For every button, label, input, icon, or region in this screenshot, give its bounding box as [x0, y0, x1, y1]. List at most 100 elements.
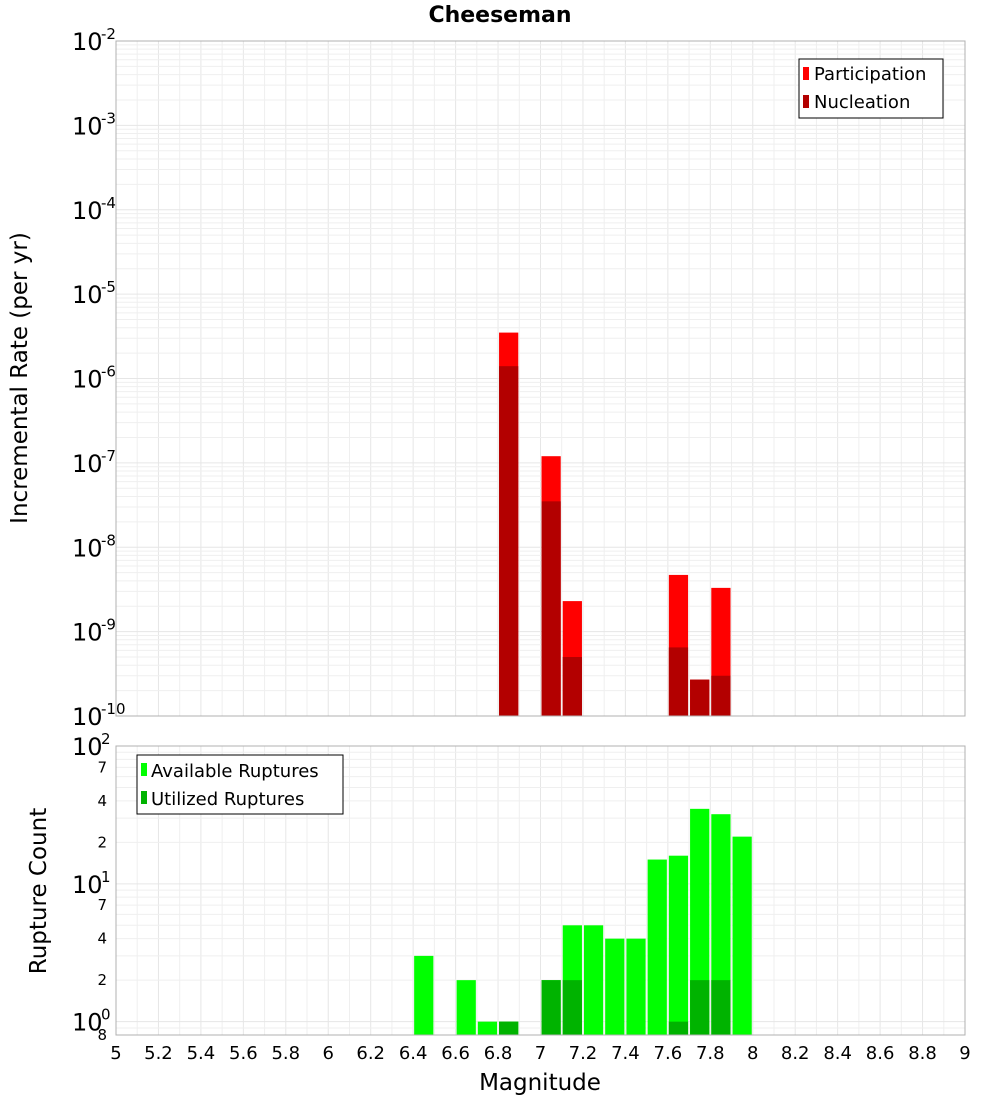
top-y-tick-exponent: -9 — [101, 616, 116, 634]
x-tick-label: 9 — [959, 1043, 970, 1064]
bottom-y-minor-tick-label: 7 — [97, 896, 107, 914]
top-y-tick-exponent: -3 — [101, 109, 116, 127]
x-tick-label: 6.8 — [484, 1043, 513, 1064]
legend-swatch-participation — [803, 67, 809, 80]
top-y-tick-exponent: -2 — [101, 25, 116, 43]
top-y-tick-exponent: -4 — [101, 194, 116, 212]
top-legend-box — [798, 58, 944, 119]
top-bar-nucleation — [499, 366, 519, 716]
bottom-bar-available-ruptures — [732, 836, 752, 1035]
bottom-bar-available-ruptures — [647, 859, 667, 1035]
top-legend: Participation Nucleation — [798, 58, 944, 119]
top-grid — [115, 41, 966, 717]
bottom-y-axis-label: Rupture Count — [26, 808, 52, 974]
top-y-tick-label: 10 — [72, 281, 103, 309]
bottom-y-minor-tick-label: 4 — [97, 792, 107, 810]
top-bar-nucleation — [690, 679, 710, 716]
bottom-bar-available-ruptures — [668, 855, 689, 1035]
bottom-y-tick-exponent: 0 — [101, 1006, 111, 1024]
top-plot-frame — [115, 40, 966, 717]
x-tick-label: 8.6 — [866, 1043, 895, 1064]
bottom-y-tick-exponent: 1 — [101, 868, 111, 886]
top-y-tick-exponent: -7 — [101, 447, 116, 465]
x-tick-label: 6.4 — [399, 1043, 428, 1064]
top-y-ticks: 10-210-310-410-510-610-710-810-910-10 — [72, 25, 126, 731]
legend-label-participation: Participation — [814, 64, 926, 85]
legend-swatch-utilized — [141, 791, 147, 804]
top-y-tick-exponent: -8 — [101, 531, 116, 549]
bottom-bars — [414, 808, 752, 1035]
top-y-axis-label: Incremental Rate (per yr) — [7, 232, 33, 524]
bottom-y-minor-tick-label: 4 — [97, 930, 107, 948]
legend-label-utilized: Utilized Ruptures — [151, 789, 304, 810]
bottom-bar-available-ruptures — [414, 955, 434, 1035]
x-tick-label: 8.2 — [781, 1043, 810, 1064]
x-tick-label: 5.8 — [271, 1043, 300, 1064]
x-tick-label: 7 — [535, 1043, 546, 1064]
top-y-tick-label: 10 — [72, 450, 103, 478]
bottom-bar-utilized-ruptures — [499, 1021, 519, 1035]
legend-swatch-available — [141, 763, 147, 776]
bottom-bar-utilized-ruptures — [711, 980, 731, 1035]
x-tick-label: 7.8 — [696, 1043, 725, 1064]
bottom-y-tick-label: 10 — [72, 733, 103, 761]
legend-label-available: Available Ruptures — [151, 761, 319, 782]
bottom-y-minor-tick-label: 2 — [97, 833, 107, 851]
bottom-y-minor-tick-label: 7 — [97, 758, 107, 776]
top-y-tick-label: 10 — [72, 197, 103, 225]
bottom-bar-available-ruptures — [626, 938, 646, 1035]
x-tick-label: 7.4 — [611, 1043, 640, 1064]
bottom-bar-available-ruptures — [456, 980, 476, 1035]
chart-title: Cheeseman — [428, 3, 571, 28]
x-tick-label: 6.6 — [441, 1043, 470, 1064]
x-tick-label: 6.2 — [356, 1043, 385, 1064]
top-y-tick-exponent: -10 — [101, 700, 126, 718]
top-y-tick-label: 10 — [72, 619, 103, 647]
top-bar-nucleation — [562, 657, 582, 716]
bottom-plot-frame — [115, 745, 966, 1036]
bottom-y-minor-tick-label: 2 — [97, 971, 107, 989]
bottom-bar-available-ruptures — [477, 1021, 498, 1035]
legend-label-nucleation: Nucleation — [814, 92, 910, 113]
top-y-tick-label: 10 — [72, 703, 103, 731]
bottom-bar-utilized-ruptures — [668, 1021, 689, 1035]
x-tick-label: 5.6 — [229, 1043, 258, 1064]
bottom-y-tick-exponent: 2 — [101, 730, 111, 748]
top-bar-nucleation — [541, 501, 561, 716]
bottom-y-tick-label: 10 — [72, 1009, 103, 1037]
x-tick-label: 7.2 — [569, 1043, 598, 1064]
x-tick-label: 8.8 — [908, 1043, 937, 1064]
x-tick-label: 8.4 — [823, 1043, 852, 1064]
x-ticks: 5 5.2 5.4 5.6 5.8 6 6.2 6.4 6.6 6.8 7 7.2 7.4 7.6 7.8 8… — [110, 1043, 970, 1064]
x-tick-label: 6 — [323, 1043, 334, 1064]
bottom-bar-available-ruptures — [605, 938, 625, 1035]
bottom-bar-utilized-ruptures — [562, 980, 582, 1035]
top-y-tick-label: 10 — [72, 28, 103, 56]
x-tick-label: 5.4 — [187, 1043, 216, 1064]
bottom-y-minor-tick-label: 8 — [97, 1026, 107, 1044]
bottom-bar-available-ruptures — [583, 925, 604, 1035]
top-bar-nucleation — [668, 647, 689, 716]
bottom-legend-box — [136, 754, 344, 815]
x-tick-label: 5.2 — [144, 1043, 173, 1064]
x-tick-label: 8 — [747, 1043, 758, 1064]
bottom-bar-utilized-ruptures — [690, 980, 710, 1035]
bottom-bar-available-ruptures — [690, 808, 710, 1035]
x-tick-label: 5 — [110, 1043, 121, 1064]
top-bar-nucleation — [711, 675, 731, 716]
top-y-tick-exponent: -6 — [101, 363, 116, 381]
top-y-tick-exponent: -5 — [101, 278, 116, 296]
top-bars — [499, 332, 731, 716]
legend-swatch-nucleation — [803, 95, 809, 108]
bottom-y-tick-label: 10 — [72, 871, 103, 899]
bottom-bar-utilized-ruptures — [541, 980, 561, 1035]
x-axis-label: Magnitude — [479, 1070, 601, 1096]
x-tick-label: 7.6 — [654, 1043, 683, 1064]
bottom-bar-available-ruptures — [711, 814, 731, 1035]
bottom-legend: Available Ruptures Utilized Ruptures — [136, 754, 344, 815]
top-y-tick-label: 10 — [72, 366, 103, 394]
top-y-tick-label: 10 — [72, 112, 103, 140]
top-y-tick-label: 10 — [72, 534, 103, 562]
